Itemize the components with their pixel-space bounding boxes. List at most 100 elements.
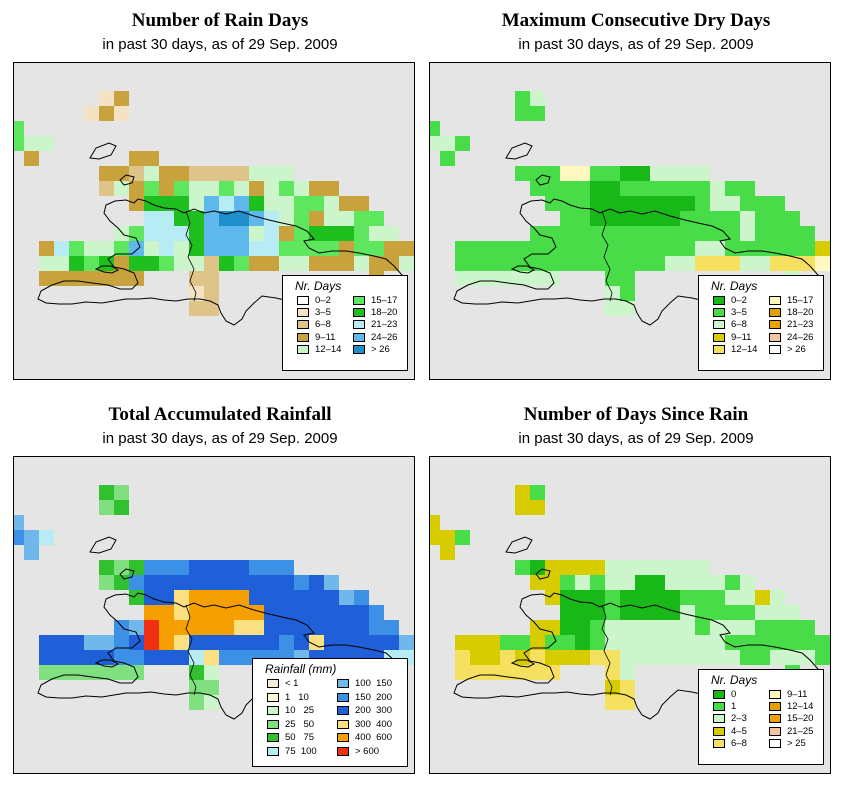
panel-title: Total Accumulated Rainfall xyxy=(108,404,332,425)
grid-cell xyxy=(159,575,174,590)
grid-cell xyxy=(755,256,770,271)
grid-cell xyxy=(515,271,530,286)
grid-cell xyxy=(680,196,695,211)
grid-cell xyxy=(279,166,294,181)
grid-cell xyxy=(530,635,545,650)
grid-cell xyxy=(755,211,770,226)
grid-cell xyxy=(219,181,234,196)
grid-cell xyxy=(144,211,159,226)
grid-cell xyxy=(710,241,725,256)
legend-label: 2–3 xyxy=(731,713,747,725)
legend-swatch xyxy=(713,332,725,342)
grid-cell xyxy=(204,635,219,650)
legend-label: 18–20 xyxy=(371,307,398,319)
grid-cell xyxy=(635,605,650,620)
grid-cell xyxy=(770,605,785,620)
grid-cell xyxy=(515,650,530,665)
grid-cell xyxy=(39,256,54,271)
grid-cell xyxy=(324,620,339,635)
grid-cell xyxy=(590,166,605,181)
grid-cell xyxy=(650,590,665,605)
legend-label: 6–8 xyxy=(315,319,331,331)
grid-cell xyxy=(249,620,264,635)
grid-cell xyxy=(560,560,575,575)
grid-cell xyxy=(69,271,84,286)
legend-label: 10 25 xyxy=(285,705,315,717)
legend-label: 4–5 xyxy=(731,725,747,737)
grid-cell xyxy=(369,620,384,635)
grid-cell xyxy=(680,181,695,196)
grid-cell xyxy=(144,575,159,590)
legend-label: 21–25 xyxy=(787,725,814,737)
grid-cell xyxy=(605,560,620,575)
grid-cell xyxy=(39,650,54,665)
grid-cell xyxy=(800,241,815,256)
grid-cell xyxy=(99,241,114,256)
legend-title: Nr. Days xyxy=(711,673,758,687)
grid-cell xyxy=(620,635,635,650)
grid-cell xyxy=(785,620,800,635)
grid-cell xyxy=(755,241,770,256)
grid-cell xyxy=(605,211,620,226)
grid-cell xyxy=(219,211,234,226)
grid-cell xyxy=(114,166,129,181)
legend-swatch xyxy=(713,296,725,305)
grid-cell xyxy=(680,635,695,650)
grid-cell xyxy=(174,590,189,605)
grid-cell xyxy=(14,136,24,151)
legend-swatch xyxy=(267,719,279,729)
grid-cell xyxy=(69,665,84,680)
grid-cell xyxy=(515,665,530,680)
grid-cell xyxy=(264,241,279,256)
grid-cell xyxy=(204,256,219,271)
panel-title: Number of Rain Days xyxy=(131,10,309,31)
grid-cell xyxy=(695,620,710,635)
legend-label: 9–11 xyxy=(731,331,752,343)
coastline-path xyxy=(119,568,135,580)
legend-label: 18–20 xyxy=(787,307,814,319)
panel-title: Number of Days Since Rain xyxy=(523,404,749,425)
legend: Nr. Days 0–2 3–5 6–8 9–11 12–14 15–17 18–20 21–… xyxy=(698,275,824,371)
grid-cell xyxy=(560,211,575,226)
grid-cell xyxy=(114,620,129,635)
grid-cell xyxy=(740,226,755,241)
legend-label: 21–23 xyxy=(371,319,398,331)
legend-swatch xyxy=(353,344,365,354)
legend-swatch xyxy=(267,692,279,702)
grid-cell xyxy=(680,560,695,575)
grid-cell xyxy=(680,605,695,620)
grid-cell xyxy=(515,91,530,106)
grid-cell xyxy=(279,211,294,226)
grid-cell xyxy=(54,271,69,286)
grid-cell xyxy=(470,271,485,286)
grid-cell xyxy=(264,575,279,590)
grid-cell xyxy=(234,575,249,590)
grid-cell xyxy=(84,241,99,256)
grid-cell xyxy=(114,91,129,106)
legend-swatch xyxy=(353,296,365,305)
grid-cell xyxy=(174,620,189,635)
grid-cell xyxy=(339,211,354,226)
grid-cell xyxy=(99,181,114,196)
grid-cell xyxy=(545,181,560,196)
grid-cell xyxy=(545,650,560,665)
grid-cell xyxy=(680,256,695,271)
legend-swatch xyxy=(337,747,349,756)
grid-cell xyxy=(204,286,219,301)
grid-cell xyxy=(740,181,755,196)
grid-cell xyxy=(174,226,189,241)
map-grid xyxy=(430,485,830,710)
grid-cell xyxy=(740,635,755,650)
coastline-path xyxy=(89,536,117,554)
legend-label: 150 200 xyxy=(355,691,392,703)
panel-subtitle: in past 30 days, as of 29 Sep. 2009 xyxy=(518,430,754,447)
grid-cell xyxy=(620,226,635,241)
grid-cell xyxy=(234,560,249,575)
grid-cell xyxy=(294,635,309,650)
grid-cell xyxy=(605,241,620,256)
grid-cell xyxy=(129,256,144,271)
grid-cell xyxy=(99,485,114,500)
grid-cell xyxy=(384,635,399,650)
grid-cell xyxy=(84,650,99,665)
legend-swatch xyxy=(769,320,781,330)
